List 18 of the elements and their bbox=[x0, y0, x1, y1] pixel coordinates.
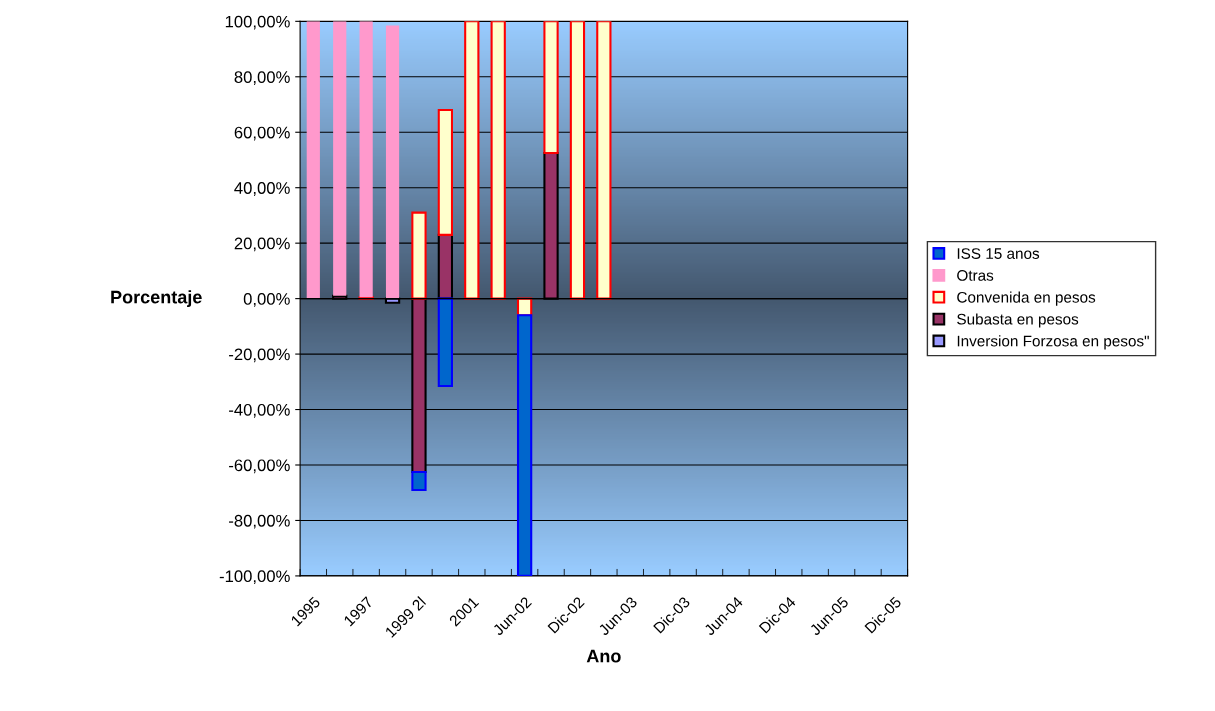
legend-label: ISS 15 anos bbox=[957, 248, 1040, 259]
y-tick-label: -20,00% bbox=[229, 348, 290, 363]
y-tick-label: 0,00% bbox=[243, 293, 290, 307]
legend-label: Otras bbox=[957, 270, 994, 281]
y-tick-label: 80,00% bbox=[234, 71, 290, 85]
y-tick-label: -40,00% bbox=[229, 403, 290, 418]
x-axis-title: Ano bbox=[586, 649, 621, 663]
y-tick-label: -100,00% bbox=[219, 570, 290, 585]
legend-label: Inversion Forzosa en pesos" bbox=[957, 335, 1149, 350]
y-tick-label: 100,00% bbox=[225, 15, 290, 30]
y-axis-title: Porcentaje bbox=[111, 290, 202, 308]
legend-label: Convenida en pesos bbox=[957, 291, 1096, 306]
y-tick-label: 60,00% bbox=[234, 126, 290, 141]
legend-label: Subasta en pesos bbox=[957, 313, 1079, 328]
y-tick-label: 40,00% bbox=[234, 182, 290, 196]
y-tick-label: -80,00% bbox=[229, 514, 290, 529]
y-tick-label: -60,00% bbox=[229, 459, 290, 474]
y-tick-label: 20,00% bbox=[234, 237, 290, 252]
